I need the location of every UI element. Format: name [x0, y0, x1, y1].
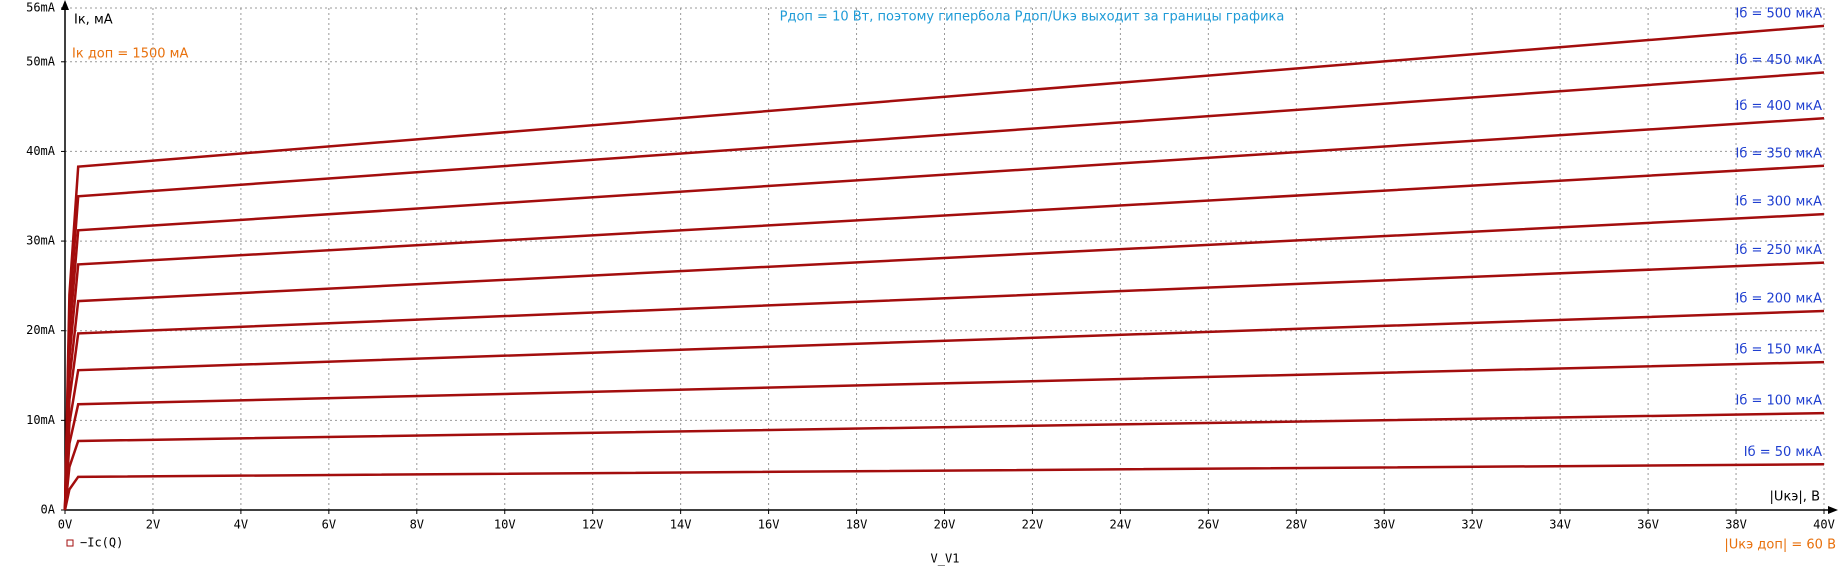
- x-tick-label: 22V: [1022, 518, 1044, 532]
- y-tick-label: 20mA: [26, 323, 56, 337]
- x-tick-label: 4V: [234, 518, 248, 532]
- annotation: Pдоп = 10 Вт, поэтому гипербола Pдоп/Uкэ…: [780, 10, 1285, 25]
- x-tick-label: 20V: [934, 518, 956, 532]
- x-tick-label: 26V: [1198, 518, 1220, 532]
- x-tick-label: 18V: [846, 518, 868, 532]
- y-tick-label: 40mA: [26, 144, 56, 158]
- ik-limit-note: Iк доп = 1500 мА: [72, 47, 188, 62]
- series-label: Iб = 400 мкА: [1735, 99, 1822, 114]
- y-axis-label: Iк, мА: [74, 13, 113, 28]
- x-tick-label: 32V: [1461, 518, 1483, 532]
- x-tick-label: 16V: [758, 518, 780, 532]
- y-tick-label: 10mA: [26, 413, 56, 427]
- x-tick-label: 14V: [670, 518, 692, 532]
- series-line: [63, 411, 1825, 511]
- x-tick-label: 6V: [322, 518, 336, 532]
- x-tick-label: 34V: [1549, 518, 1571, 532]
- series-label: Iб = 300 мкА: [1735, 195, 1822, 210]
- legend-label: −Ic(Q): [80, 536, 123, 550]
- x-tick-label: 0V: [58, 518, 72, 532]
- series-label: Iб = 450 мкА: [1735, 53, 1822, 68]
- x-axis-label: |Uкэ|, В: [1770, 490, 1820, 505]
- y-tick-label: 0A: [41, 503, 56, 517]
- x-tick-label: 8V: [410, 518, 424, 532]
- series-label: Iб = 250 мкА: [1735, 243, 1822, 258]
- x-tick-label: 2V: [146, 518, 160, 532]
- y-axis-arrow: [61, 0, 69, 10]
- y-tick-label: 50mA: [26, 54, 56, 68]
- x-tick-label: 28V: [1285, 518, 1307, 532]
- series-line: [63, 309, 1825, 511]
- series-line: [63, 463, 1825, 511]
- x-tick-label: 12V: [582, 518, 604, 532]
- series-label: Iб = 150 мкА: [1735, 343, 1822, 358]
- series-label: Iб = 200 мкА: [1735, 291, 1822, 306]
- x-tick-label: 30V: [1373, 518, 1395, 532]
- x-tick-label: 36V: [1637, 518, 1659, 532]
- uke-limit-note: |Uкэ доп| = 60 В: [1724, 538, 1836, 553]
- series-label: Iб = 350 мкА: [1735, 146, 1822, 161]
- x-tick-label: 40V: [1813, 518, 1835, 532]
- y-tick-label: 30mA: [26, 234, 56, 248]
- series-label: Iб = 100 мкА: [1735, 394, 1822, 409]
- series-label: Iб = 50 мкА: [1744, 445, 1822, 460]
- x-tick-label: 10V: [494, 518, 516, 532]
- y-tick-label: 56mA: [26, 1, 56, 15]
- legend-marker: [66, 539, 74, 547]
- x-tick-label: 24V: [1110, 518, 1132, 532]
- series-label: Iб = 500 мкА: [1735, 6, 1822, 21]
- x-axis-arrow: [1828, 506, 1838, 514]
- x-tick-label: 38V: [1725, 518, 1747, 532]
- x-variable: V_V1: [931, 552, 960, 566]
